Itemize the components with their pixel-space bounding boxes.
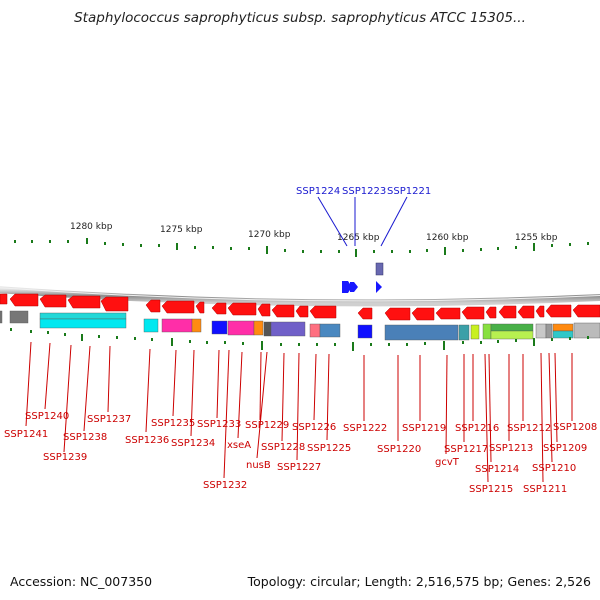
gene-label[interactable]: SSP1212 — [507, 423, 551, 434]
accession-text: Accession: NC_007350 — [10, 574, 153, 589]
gene-label[interactable]: SSP1208 — [553, 422, 597, 433]
genome-info-text: Topology: circular; Length: 2,516,575 bp… — [247, 574, 591, 589]
gene-label[interactable]: SSP1225 — [307, 443, 351, 454]
scale-label: 1265 kbp — [337, 233, 380, 243]
gene-label[interactable]: SSP1226 — [292, 422, 336, 433]
gene-label[interactable]: SSP1228 — [261, 442, 305, 453]
gene-label[interactable]: SSP1214 — [475, 464, 519, 475]
feature-box — [375, 262, 384, 276]
top-leaders — [317, 196, 408, 247]
gene-label[interactable]: SSP1222 — [343, 423, 387, 434]
gene-label[interactable]: SSP1240 — [25, 411, 69, 422]
gene-label[interactable]: SSP1241 — [4, 429, 48, 440]
domain-track — [0, 310, 600, 341]
scale-label: 1270 kbp — [248, 230, 291, 240]
genome-title: Staphylococcus saprophyticus subsp. sapr… — [74, 10, 526, 26]
gene-arrow-ssp1221 — [376, 281, 382, 293]
gene-label[interactable]: SSP1239 — [43, 452, 87, 463]
gene-label[interactable]: SSP1235 — [151, 418, 195, 429]
gene-label[interactable]: nusB — [246, 460, 271, 471]
gene-label[interactable]: SSP1210 — [532, 463, 576, 474]
gene-label[interactable]: gcvT — [435, 457, 460, 468]
gene-label[interactable]: SSP1238 — [63, 432, 107, 443]
bottom-gene-labels: SSP1241 SSP1240 SSP1239 SSP1238 SSP1237 … — [4, 411, 597, 495]
lower-ticks — [10, 328, 589, 351]
gene-label[interactable]: SSP1213 — [489, 443, 533, 454]
top-gene-labels: SSP1224 SSP1223 SSP1221 — [296, 186, 431, 197]
gene-track-red — [0, 293, 600, 321]
gene-label[interactable]: SSP1221 — [387, 186, 431, 197]
scale-label: 1280 kbp — [70, 222, 113, 232]
scale-ticks — [14, 238, 589, 257]
gene-label[interactable]: SSP1219 — [402, 423, 446, 434]
gene-label[interactable]: SSP1217 — [444, 444, 488, 455]
gene-label[interactable]: SSP1211 — [523, 484, 567, 495]
scale-ruler: 1280 kbp 1275 kbp 1270 kbp 1265 kbp 1260… — [14, 222, 589, 257]
gene-label[interactable]: SSP1233 — [197, 419, 241, 430]
gene-label[interactable]: SSP1236 — [125, 435, 169, 446]
bottom-leaders — [25, 341, 573, 483]
gene-label[interactable]: SSP1229 — [245, 420, 289, 431]
gene-label[interactable]: SSP1215 — [469, 484, 513, 495]
gene-label[interactable]: xseA — [227, 440, 251, 451]
scale-label: 1260 kbp — [426, 233, 469, 243]
gene-label[interactable]: SSP1216 — [455, 423, 499, 434]
gene-label[interactable]: SSP1227 — [277, 462, 321, 473]
gene-label[interactable]: SSP1237 — [87, 414, 131, 425]
gene-label[interactable]: SSP1220 — [377, 444, 421, 455]
upper-genes — [342, 262, 384, 293]
gene-label[interactable]: SSP1209 — [543, 443, 587, 454]
gene-label[interactable]: SSP1224 — [296, 186, 340, 197]
scale-label: 1255 kbp — [515, 233, 558, 243]
gene-label[interactable]: SSP1234 — [171, 438, 215, 449]
scale-label: 1275 kbp — [160, 225, 203, 235]
gene-arrow-ssp1224 — [342, 281, 352, 293]
genome-backbone — [0, 286, 600, 307]
gene-label[interactable]: SSP1232 — [203, 480, 247, 491]
gene-label[interactable]: SSP1223 — [342, 186, 386, 197]
gene-arrow-ssp1223 — [350, 282, 358, 292]
